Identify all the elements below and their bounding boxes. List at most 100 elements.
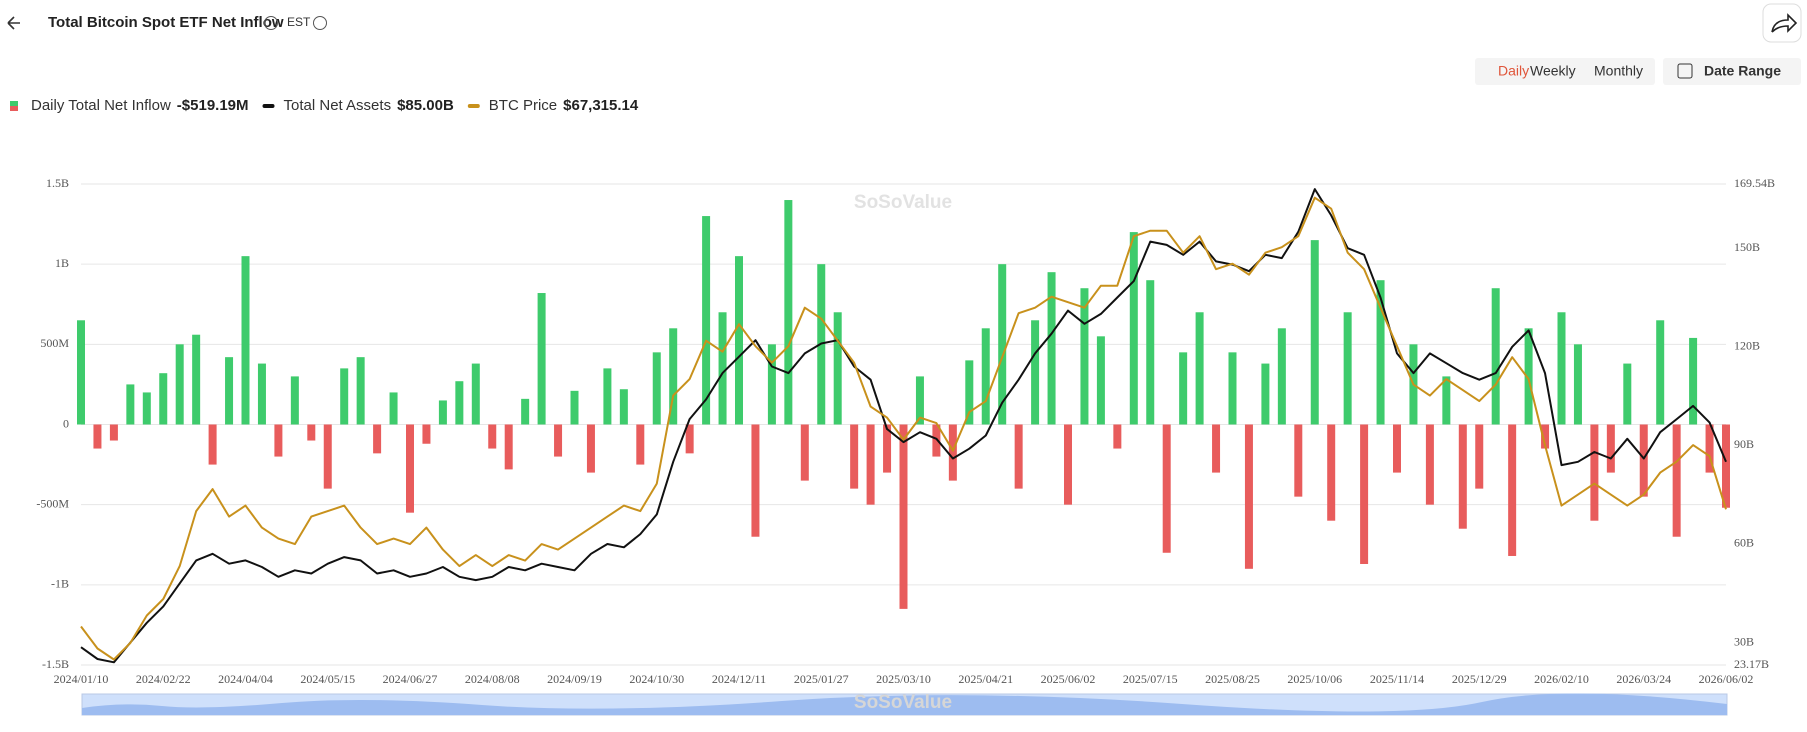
tab[interactable]: Daily	[1498, 63, 1529, 79]
date-range-button[interactable]	[1663, 58, 1801, 85]
bar	[1212, 424, 1221, 473]
bar	[504, 424, 513, 470]
bar	[751, 424, 760, 537]
bar	[1031, 320, 1040, 425]
info-icon[interactable]	[313, 16, 327, 30]
bar	[241, 256, 250, 425]
x-tick-label: 2025/01/27	[794, 672, 849, 686]
bar	[603, 368, 612, 425]
bar	[521, 398, 530, 425]
bar	[109, 424, 118, 441]
bar	[1294, 424, 1303, 497]
y-tick-label: 1B	[55, 256, 69, 270]
back-button[interactable]	[7, 16, 20, 30]
bar	[1162, 424, 1171, 553]
bar	[1179, 352, 1188, 425]
y2-tick-label: 150B	[1734, 240, 1760, 254]
x-tick-label: 2024/08/08	[465, 672, 520, 686]
bar	[1277, 328, 1286, 425]
calendar-icon	[1677, 63, 1693, 79]
bar	[307, 424, 316, 441]
x-tick-label: 2024/09/19	[547, 672, 602, 686]
x-tick-label: 2024/04/04	[218, 672, 273, 686]
y2-tick-label: 60B	[1734, 536, 1754, 550]
bar	[274, 424, 283, 457]
y-tick-label: 0	[63, 416, 69, 430]
y-tick-label: 1.5B	[46, 176, 69, 190]
y2-tick-label: 23.17B	[1734, 657, 1769, 671]
bar	[1524, 328, 1533, 425]
y2-tick-label: 90B	[1734, 437, 1754, 451]
y-tick-label: -500M	[36, 496, 69, 510]
bar	[570, 390, 579, 425]
bar	[1360, 424, 1369, 564]
x-tick-label: 2026/03/24	[1616, 672, 1671, 686]
y2-tick-label: 120B	[1734, 339, 1760, 353]
bar	[702, 216, 711, 425]
bar	[1014, 424, 1023, 489]
bar	[1080, 288, 1089, 425]
legend-name: Daily Total Net Inflow	[31, 97, 171, 114]
watermark: SoSoValue	[854, 192, 952, 213]
tab[interactable]: Weekly	[1530, 63, 1576, 79]
tab[interactable]: Monthly	[1594, 63, 1643, 79]
bar	[406, 424, 414, 513]
bar	[323, 424, 332, 489]
bar	[290, 376, 299, 425]
bar	[1327, 424, 1336, 521]
line	[80, 188, 1727, 664]
date-range-label: Date Range	[1704, 63, 1781, 79]
bar	[175, 344, 184, 425]
bar	[471, 363, 480, 425]
x-tick-label: 2025/07/15	[1123, 672, 1178, 686]
bar	[93, 424, 102, 449]
bar	[1228, 352, 1237, 425]
x-tick-label: 2024/12/11	[712, 672, 766, 686]
y-tick-label: -1.5B	[42, 657, 69, 671]
bar	[225, 357, 234, 425]
x-tick-label: 2024/06/27	[383, 672, 438, 686]
tab-group	[1475, 58, 1655, 85]
bar	[1096, 336, 1105, 425]
bar	[669, 328, 678, 425]
bar	[1310, 240, 1319, 425]
navigator-area	[82, 693, 1727, 715]
y-tick-label: -1B	[51, 577, 69, 591]
legend-value: $67,315.14	[563, 97, 639, 114]
info-icon[interactable]	[264, 16, 278, 30]
bar	[932, 424, 941, 457]
bar	[965, 360, 974, 425]
bar	[438, 400, 447, 425]
bar	[586, 424, 595, 473]
bar	[126, 384, 135, 425]
bar	[998, 264, 1007, 425]
bar	[1623, 363, 1632, 425]
bar	[833, 312, 842, 425]
legend-name: Total Net Assets	[284, 97, 392, 114]
bar	[784, 200, 793, 425]
x-tick-label: 2026/06/02	[1699, 672, 1754, 686]
x-tick-label: 2024/02/22	[136, 672, 191, 686]
bar	[455, 381, 464, 425]
bar	[866, 424, 875, 505]
legend-value: -$519.19M	[177, 97, 249, 114]
bar	[159, 373, 168, 425]
bar	[373, 424, 382, 454]
bar	[1113, 424, 1122, 449]
bar	[488, 424, 497, 449]
x-tick-label: 2025/04/21	[958, 672, 1013, 686]
x-tick-label: 2026/02/10	[1534, 672, 1589, 686]
bar	[1195, 312, 1204, 425]
bar	[1261, 363, 1270, 425]
bar	[537, 293, 546, 425]
bar	[1442, 376, 1451, 425]
bar	[77, 320, 85, 425]
bar	[1557, 312, 1566, 425]
bar	[1244, 424, 1253, 569]
bar	[1606, 424, 1615, 473]
bar	[850, 424, 859, 489]
bar	[1393, 424, 1401, 473]
bar	[1705, 424, 1714, 473]
x-tick-label: 2024/10/30	[629, 672, 684, 686]
